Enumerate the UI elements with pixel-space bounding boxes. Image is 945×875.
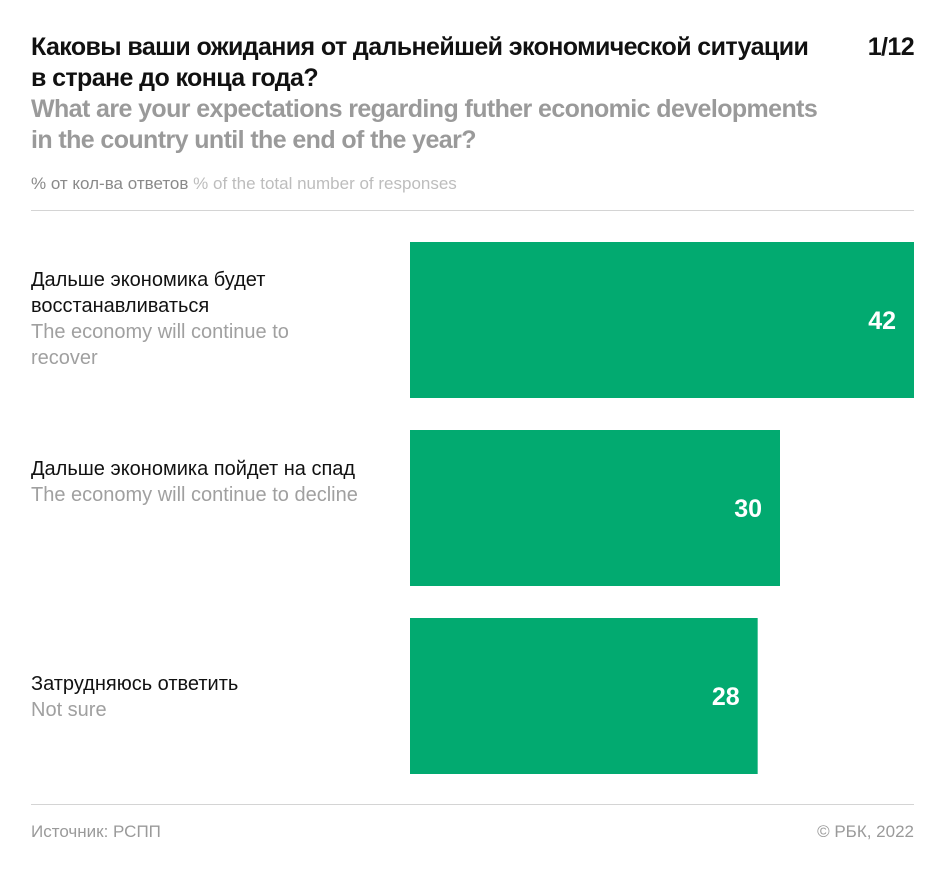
- bottom-divider: [31, 804, 914, 805]
- category-label-en: The economy will continue to decline: [31, 484, 358, 506]
- category-label: Дальше экономика пойдет на спад The econ…: [31, 456, 361, 508]
- bar-value-label: 30: [734, 495, 762, 523]
- units-label-ru: % от кол-ва ответов: [31, 174, 189, 193]
- bar: [410, 242, 914, 398]
- bar-value-label: 42: [868, 307, 896, 335]
- units-label: % от кол-ва ответов % of the total numbe…: [31, 174, 457, 194]
- category-label-en: Not sure: [31, 699, 107, 721]
- units-label-en: % of the total number of responses: [193, 174, 457, 193]
- top-divider: [31, 210, 914, 211]
- chart-title-ru: Каковы ваши ожидания от дальнейшей эконо…: [31, 33, 809, 92]
- category-label: Затрудняюсь ответить Not sure: [31, 671, 361, 723]
- bar: [410, 430, 780, 586]
- bar: [410, 618, 758, 774]
- category-label-ru: Затрудняюсь ответить: [31, 673, 239, 695]
- copyright: © РБК, 2022: [817, 822, 914, 841]
- category-label-en: The economy will continue to recover: [31, 321, 289, 369]
- category-label: Дальше экономика будет восстанавливаться…: [31, 267, 361, 371]
- page-indicator: 1/12: [867, 33, 915, 61]
- source-note: Источник: РСПП: [31, 822, 161, 841]
- chart-title-en: What are your expectations regarding fut…: [31, 95, 818, 154]
- category-label-ru: Дальше экономика пойдет на спад: [31, 458, 356, 480]
- bar-value-label: 28: [712, 683, 740, 711]
- category-label-ru: Дальше экономика будет восстанавливаться: [31, 269, 266, 317]
